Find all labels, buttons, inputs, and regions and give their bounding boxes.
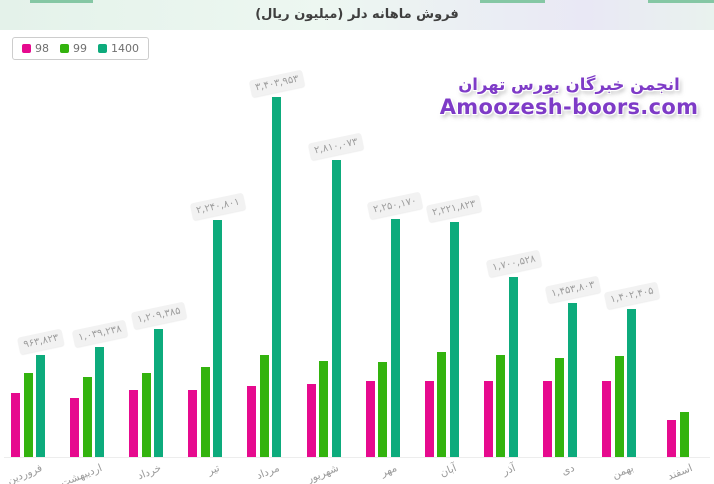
legend-label: 1400 <box>111 42 139 55</box>
bar-98-month-2[interactable] <box>70 398 80 457</box>
bar-1400-month-1[interactable] <box>36 355 45 457</box>
data-label-1400-month-5: ۳,۴۰۳,۹۵۳ <box>248 69 306 98</box>
bar-98-month-9[interactable] <box>483 381 493 457</box>
bar-1400-month-7[interactable] <box>390 219 400 457</box>
bar-98-month-3[interactable] <box>129 390 139 457</box>
bar-98-month-8[interactable] <box>424 381 434 457</box>
bar-group-month-8 <box>412 95 471 457</box>
x-axis-label-month-10: دی <box>559 462 577 478</box>
bar-group-month-3 <box>117 95 176 457</box>
bar-group-month-2 <box>58 95 117 457</box>
bar-1400-month-9[interactable] <box>508 277 518 457</box>
bar-1400-month-8[interactable] <box>449 222 459 457</box>
bar-99-month-10[interactable] <box>555 358 565 457</box>
x-axis-label-month-2: اردیبهشت <box>58 462 104 484</box>
bar-group-month-12 <box>649 95 708 457</box>
top-accent-strip <box>30 0 93 3</box>
bar-99-month-12[interactable] <box>679 412 689 457</box>
legend-swatch-icon <box>60 44 69 53</box>
bar-98-month-5[interactable] <box>247 386 257 457</box>
x-axis-label-month-9: آذر <box>501 462 518 478</box>
legend-item-99[interactable]: 99 <box>60 42 87 55</box>
bar-99-month-1[interactable] <box>23 373 33 457</box>
bar-1400-month-5[interactable] <box>272 97 282 457</box>
bar-98-month-6[interactable] <box>306 384 316 457</box>
x-axis-label-month-3: خرداد <box>135 462 163 483</box>
x-axis-line <box>4 457 710 458</box>
bar-1400-month-6[interactable] <box>331 159 341 457</box>
watermark-text-fa: انجمن خبرگان بورس تهران <box>458 75 680 94</box>
x-axis-label-month-1: فروردین <box>6 462 45 484</box>
bar-99-month-6[interactable] <box>319 361 328 457</box>
legend-swatch-icon <box>98 44 107 53</box>
bar-99-month-9[interactable] <box>496 355 506 457</box>
bar-99-month-5[interactable] <box>259 355 269 457</box>
bar-group-month-6 <box>294 95 353 457</box>
bar-99-month-8[interactable] <box>437 352 447 457</box>
bar-group-month-7 <box>353 95 412 457</box>
bar-98-month-11[interactable] <box>602 381 611 457</box>
x-axis-label-month-5: مرداد <box>254 462 281 482</box>
bar-group-month-4 <box>176 95 235 457</box>
bar-group-month-9 <box>471 95 530 457</box>
bar-99-month-7[interactable] <box>378 362 388 457</box>
legend-item-1400[interactable]: 1400 <box>98 42 139 55</box>
legend-label: 99 <box>73 42 87 55</box>
bar-group-month-11 <box>590 95 649 457</box>
bar-99-month-11[interactable] <box>614 356 624 457</box>
x-axis-label-month-11: بهمن <box>610 462 636 482</box>
bar-1400-month-11[interactable] <box>627 308 636 457</box>
bar-98-month-4[interactable] <box>188 390 198 457</box>
legend-label: 98 <box>35 42 49 55</box>
bar-group-month-1 <box>0 95 58 457</box>
chart-legend: 98 99 1400 <box>12 37 149 60</box>
watermark: انجمن خبرگان بورس تهران Amoozesh-boors.c… <box>436 75 702 119</box>
top-accent-strip <box>480 0 545 3</box>
x-axis-label-month-4: تیر <box>206 462 222 478</box>
chart-header: فروش ماهانه دلر (میلیون ریال) <box>0 0 714 30</box>
legend-item-98[interactable]: 98 <box>22 42 49 55</box>
chart-title: فروش ماهانه دلر (میلیون ریال) <box>255 7 459 22</box>
bar-98-month-1[interactable] <box>11 393 20 457</box>
bar-1400-month-4[interactable] <box>213 220 223 457</box>
bar-1400-month-2[interactable] <box>95 347 105 457</box>
x-axis-label-month-7: مهر <box>379 462 400 480</box>
x-axis-label-month-6: شهریور <box>305 462 340 484</box>
bar-99-month-4[interactable] <box>200 367 210 457</box>
bar-99-month-3[interactable] <box>141 373 151 457</box>
legend-swatch-icon <box>22 44 31 53</box>
bar-99-month-2[interactable] <box>82 377 92 457</box>
watermark-site-url: Amoozesh-boors.com <box>439 94 699 119</box>
bar-98-month-12[interactable] <box>667 420 677 457</box>
bar-98-month-7[interactable] <box>365 381 375 457</box>
bar-group-month-10 <box>530 95 589 457</box>
bar-98-month-10[interactable] <box>542 381 552 457</box>
x-axis-label-month-8: آبان <box>438 462 459 480</box>
bar-1400-month-10[interactable] <box>567 303 577 457</box>
x-axis-label-month-12: اسفند <box>666 462 695 483</box>
bar-group-month-5 <box>235 95 294 457</box>
top-accent-strip <box>648 0 714 3</box>
bar-1400-month-3[interactable] <box>154 329 164 457</box>
